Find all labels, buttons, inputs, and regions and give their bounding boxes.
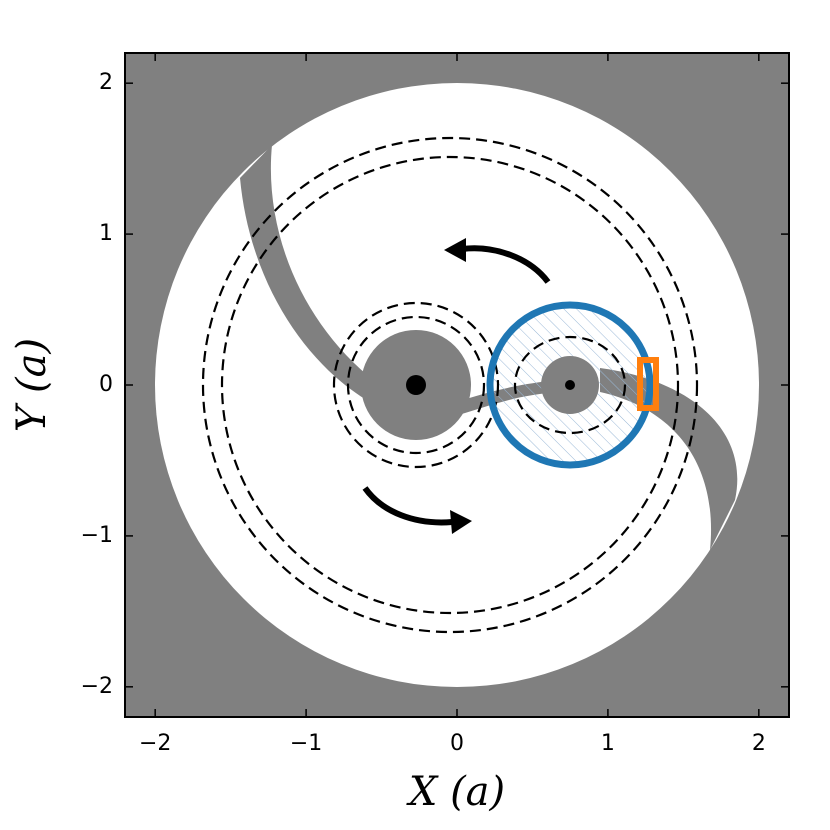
diagram [125, 53, 789, 717]
arrow-head [450, 510, 472, 534]
secondary-boundary [486, 301, 654, 469]
y-tick-label: −2 [81, 674, 113, 699]
dashed-orbit [346, 315, 486, 455]
x-tick-label: 1 [601, 731, 615, 756]
secondary-star [565, 380, 575, 390]
arrow-head [444, 238, 466, 262]
stream-arm [240, 145, 455, 422]
x-tick-label: 0 [450, 731, 464, 756]
rotation-arrow [362, 486, 453, 526]
dashed-orbit [513, 335, 627, 435]
primary-star [406, 375, 426, 395]
y-tick-label: 1 [99, 221, 113, 246]
y-axis-label: Y (a) [9, 338, 55, 432]
dashed-orbit [220, 155, 680, 615]
y-tick-label: 0 [99, 372, 113, 397]
rotation-arrow [461, 245, 551, 284]
x-tick-label: −1 [290, 731, 322, 756]
x-tick-label: −2 [139, 731, 171, 756]
dashed-orbit [332, 301, 500, 469]
x-tick-label: 2 [752, 731, 766, 756]
marker-box [637, 357, 659, 411]
y-tick-label: 2 [99, 70, 113, 95]
stream-arm [600, 368, 738, 550]
dashed-orbit [201, 136, 699, 634]
x-axis-label: X (a) [406, 769, 505, 815]
y-tick-label: −1 [81, 523, 113, 548]
